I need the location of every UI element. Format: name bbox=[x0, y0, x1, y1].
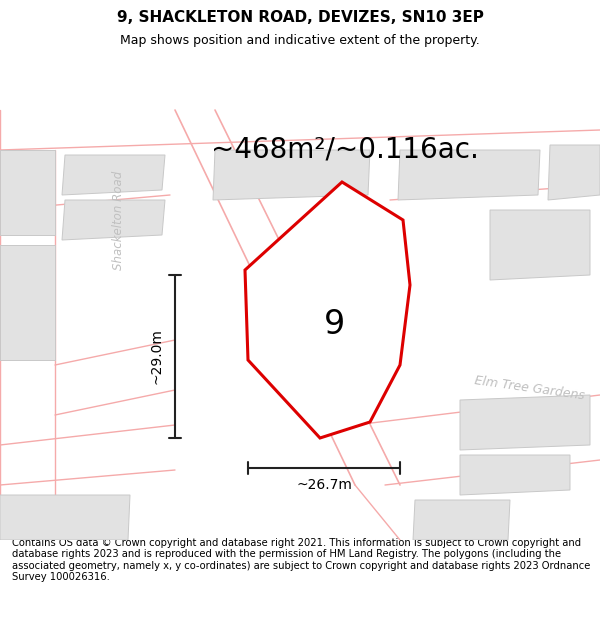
Text: ~468m²/~0.116ac.: ~468m²/~0.116ac. bbox=[211, 136, 479, 164]
Polygon shape bbox=[490, 210, 590, 280]
Text: Contains OS data © Crown copyright and database right 2021. This information is : Contains OS data © Crown copyright and d… bbox=[12, 538, 590, 582]
Polygon shape bbox=[0, 245, 55, 360]
Polygon shape bbox=[460, 455, 570, 495]
Polygon shape bbox=[245, 182, 410, 438]
Text: Map shows position and indicative extent of the property.: Map shows position and indicative extent… bbox=[120, 34, 480, 47]
Polygon shape bbox=[413, 500, 510, 540]
Text: ~29.0m: ~29.0m bbox=[149, 329, 163, 384]
Text: Shackelton Road: Shackelton Road bbox=[112, 171, 125, 269]
Polygon shape bbox=[398, 150, 540, 200]
Polygon shape bbox=[62, 200, 165, 240]
Polygon shape bbox=[62, 155, 165, 195]
Polygon shape bbox=[268, 270, 402, 400]
Text: Elm Tree Gardens: Elm Tree Gardens bbox=[474, 374, 586, 402]
Text: Shackelton Road: Shackelton Road bbox=[266, 339, 344, 421]
Polygon shape bbox=[0, 150, 55, 235]
Polygon shape bbox=[213, 150, 370, 200]
Text: 9: 9 bbox=[325, 309, 346, 341]
Text: ~26.7m: ~26.7m bbox=[296, 478, 352, 492]
Text: 9, SHACKLETON ROAD, DEVIZES, SN10 3EP: 9, SHACKLETON ROAD, DEVIZES, SN10 3EP bbox=[116, 10, 484, 25]
Polygon shape bbox=[460, 395, 590, 450]
Polygon shape bbox=[548, 145, 600, 200]
Polygon shape bbox=[0, 495, 130, 540]
